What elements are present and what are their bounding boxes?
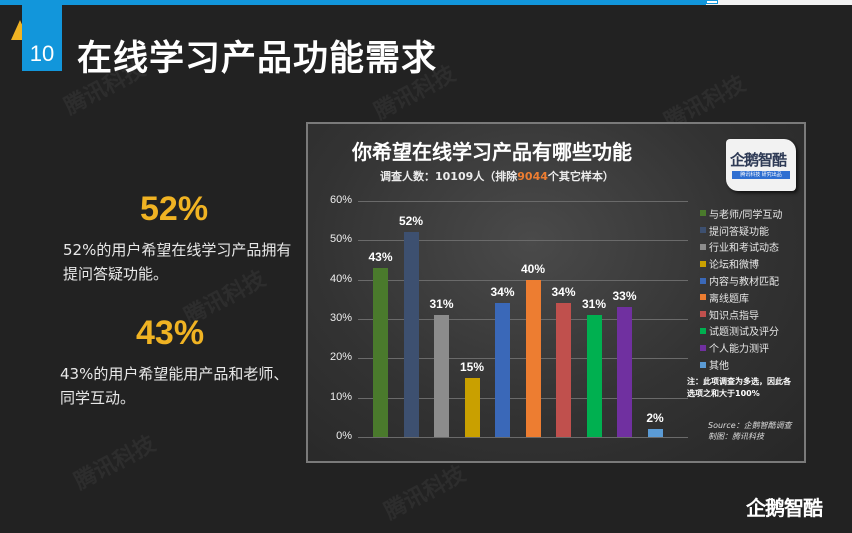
chart-subtitle: 调查人数：10109人（排除9044个其它样本） — [380, 168, 614, 184]
legend-label: 离线题库 — [709, 293, 749, 305]
brand-logo: 企鹅智酷 腾讯科技 研究出品 — [726, 139, 796, 191]
page-title: 在线学习产品功能需求 — [77, 39, 438, 79]
subtitle-highlight: 9044 — [517, 170, 548, 183]
legend-label: 论坛和微博 — [709, 260, 759, 272]
chart-source: Source：企鹅智酷调查 制图：腾讯科技 — [708, 420, 792, 442]
chart-note: 注：此项调查为多选，因此各选项之和大于100% — [687, 377, 791, 398]
window-control-icon — [706, 0, 718, 4]
legend-item: 与老师/同学互动 — [700, 205, 782, 222]
bar-value-label: 31% — [429, 297, 454, 312]
legend-label: 行业和考试动态 — [709, 243, 779, 255]
gridline — [358, 279, 688, 281]
bar — [525, 279, 541, 437]
bar-value-label: 43% — [368, 249, 393, 264]
slide-number: 10 — [22, 5, 62, 71]
credit-line: 制图：腾讯科技 — [708, 432, 764, 441]
bar-value-label: 31% — [581, 297, 607, 312]
logo-band: 腾讯科技 研究出品 — [732, 171, 790, 179]
bar — [647, 429, 663, 437]
bar — [464, 378, 480, 437]
highlight-stat-1: 52% — [140, 190, 209, 228]
gridline — [358, 397, 688, 399]
y-tick-label: 10% — [329, 390, 352, 403]
bar-value-label: 34% — [490, 285, 515, 300]
footer-logo: 企鹅智酷 — [746, 496, 823, 520]
legend-label: 试题测试及评分 — [709, 327, 779, 339]
legend-item: 内容与教材匹配 — [700, 272, 782, 289]
gridline — [358, 201, 688, 202]
bar-value-label: 15% — [459, 360, 485, 374]
highlight-stat-2: 43% — [136, 314, 205, 352]
bar — [617, 307, 632, 437]
bar-value-label: 40% — [520, 261, 546, 276]
bar-value-label: 33% — [612, 289, 637, 304]
legend-swatch-icon — [700, 344, 706, 351]
subtitle-prefix: 调查人数：10109人（排除 — [380, 170, 518, 183]
bar-chart-plot: 0% 10% 20% 30% 40% 50% 60% 43% 52% 31% 15% 34% 40% 34… — [330, 194, 688, 442]
bar — [586, 315, 602, 437]
bar-value-label: 52% — [398, 214, 424, 229]
highlight-desc-2: 43%的用户希望能用产品和老师、同学互动。 — [60, 365, 289, 407]
y-tick-label: 0% — [336, 430, 352, 442]
highlight-desc-1: 52%的用户希望在线学习产品拥有提问答疑功能。 — [63, 241, 292, 283]
y-tick-label: 60% — [329, 194, 352, 206]
chart-title: 你希望在线学习产品有哪些功能 — [352, 140, 632, 164]
legend-swatch-icon — [700, 294, 706, 301]
window-toolbar-strip — [706, 0, 852, 5]
legend-item: 论坛和微博 — [700, 255, 782, 272]
gridline — [358, 240, 688, 242]
subtitle-suffix: 个其它样本） — [547, 170, 614, 183]
legend-item: 提问答疑功能 — [700, 222, 782, 239]
legend-swatch-icon — [700, 277, 706, 284]
top-accent-bar — [0, 0, 852, 5]
bar-value-label: 2% — [646, 411, 664, 426]
bar-value-label: 34% — [551, 285, 576, 300]
legend-swatch-icon — [700, 210, 706, 217]
source-line: Source：企鹅智酷调查 — [708, 421, 792, 430]
bar — [403, 232, 419, 437]
watermark: 腾讯科技 — [380, 461, 470, 525]
gridline — [358, 358, 688, 360]
bar — [434, 315, 449, 437]
legend-label: 提问答疑功能 — [709, 226, 769, 238]
legend-item: 行业和考试动态 — [700, 239, 782, 256]
legend-item: 个人能力测评 — [700, 339, 782, 356]
bar — [373, 267, 388, 437]
legend-swatch-icon — [700, 361, 706, 368]
legend-item: 其他 — [700, 356, 782, 373]
legend-swatch-icon — [700, 327, 706, 334]
y-tick-label: 50% — [329, 233, 352, 246]
logo-text: 企鹅智酷 — [730, 151, 787, 169]
bar — [556, 303, 571, 437]
bar — [495, 303, 510, 437]
legend-item: 试题测试及评分 — [700, 323, 782, 340]
legend-swatch-icon — [700, 227, 706, 234]
legend-item: 知识点指导 — [700, 306, 782, 323]
legend-swatch-icon — [700, 243, 706, 250]
legend-label: 个人能力测评 — [709, 344, 769, 356]
chart-panel: 你希望在线学习产品有哪些功能 调查人数：10109人（排除9044个其它样本） … — [306, 122, 806, 463]
chart-legend: 与老师/同学互动 提问答疑功能 行业和考试动态 论坛和微博内容与教材匹配 离线题库知识点… — [700, 205, 782, 373]
legend-swatch-icon — [700, 260, 706, 267]
y-tick-label: 40% — [329, 272, 352, 285]
watermark: 腾讯科技 — [70, 431, 160, 495]
gridline — [358, 319, 688, 320]
legend-label: 知识点指导 — [709, 310, 759, 322]
legend-swatch-icon — [700, 311, 706, 318]
legend-label: 与老师/同学互动 — [709, 209, 783, 221]
gridline — [358, 437, 688, 438]
y-tick-label: 20% — [329, 351, 352, 364]
y-tick-label: 30% — [329, 312, 352, 324]
legend-label: 其他 — [709, 361, 729, 373]
legend-label: 内容与教材匹配 — [709, 277, 779, 289]
legend-item: 离线题库 — [700, 289, 782, 306]
